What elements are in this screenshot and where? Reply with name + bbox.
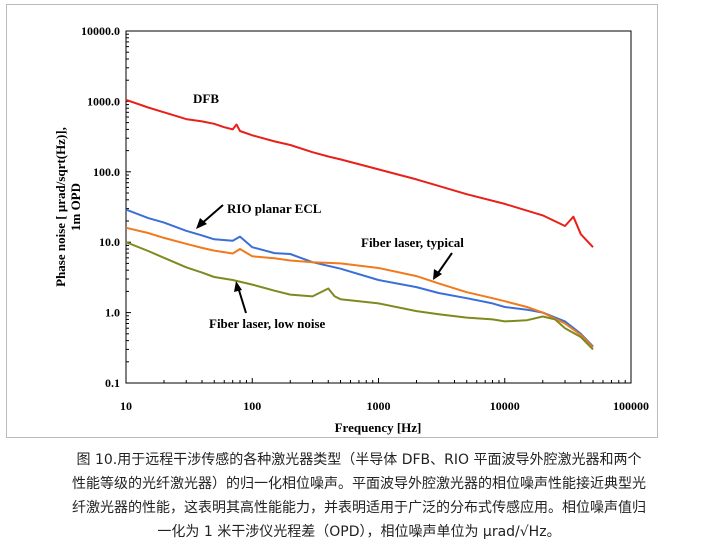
y-tick-label: 1.0 — [105, 306, 120, 320]
series-line-fiber-laser-low-noise — [125, 241, 594, 351]
x-tick-label: 10000 — [490, 399, 520, 413]
x-tick-label: 100000 — [613, 399, 649, 413]
series-line-dfb — [125, 98, 594, 248]
annotation-fiber-low-noise: Fiber laser, low noise — [209, 316, 326, 331]
series-line-fiber-laser-typical — [125, 226, 594, 349]
y-tick-label: 1000.0 — [87, 94, 120, 108]
annotation-fiber-typical: Fiber laser, typical — [361, 235, 464, 250]
arrow-rio-head — [196, 218, 207, 229]
annotation-arrows — [196, 204, 453, 314]
caption-line-1: 图 10.用于远程干涉传感的各种激光器类型（半导体 DFB、RIO 平面波导外腔… — [76, 452, 642, 468]
arrow-fiber-typical-head — [433, 269, 442, 280]
figure-caption: 图 10.用于远程干涉传感的各种激光器类型（半导体 DFB、RIO 平面波导外腔… — [14, 448, 704, 544]
axis-ticks — [125, 30, 632, 384]
plot-border — [125, 30, 632, 384]
figure-frame — [6, 4, 658, 438]
arrow-fiber-low-noise — [237, 286, 247, 314]
arrow-fiber-low-noise-head — [234, 281, 242, 292]
annotation-dfb: DFB — [193, 91, 219, 106]
caption-line-3: 纤激光器的性能，这表明其高性能能力，并表明适用于广泛的分布式传感应用。相位噪声值… — [72, 500, 646, 516]
series-line-rio-planar-ecl — [125, 208, 594, 348]
x-axis-title: Frequency [Hz] — [335, 420, 422, 435]
y-tick-label: 10000.0 — [81, 24, 120, 38]
y-tick-label: 100.0 — [93, 165, 120, 179]
y-axis-title-line1: Phase noise [ μrad/sqrt(Hz)], — [53, 127, 68, 287]
caption-line-4: 一化为 1 米干涉仪光程差（OPD），相位噪声单位为 μrad/√Hz。 — [157, 524, 561, 540]
phase-noise-chart: 10 100 1000 10000 100000 0.1 1.0 10.0 100.0 1000.… — [53, 24, 649, 435]
y-tick-label: 0.1 — [105, 376, 120, 390]
x-tick-label: 100 — [243, 399, 261, 413]
annotation-rio-planar-ecl: RIO planar ECL — [227, 201, 322, 216]
series-layer — [125, 98, 594, 351]
plot-area — [125, 30, 632, 384]
caption-line-2: 性能等级的光纤激光器）的归一化相位噪声。平面波导外腔激光器的相位噪声性能接近典型… — [72, 476, 646, 492]
x-tick-label: 10 — [120, 399, 132, 413]
tick-labels: 10 100 1000 10000 100000 0.1 1.0 10.0 100.0 1000.… — [81, 24, 649, 413]
y-axis-title-line2: 1m OPD — [68, 183, 83, 231]
x-tick-label: 1000 — [367, 399, 391, 413]
y-tick-label: 10.0 — [99, 235, 120, 249]
